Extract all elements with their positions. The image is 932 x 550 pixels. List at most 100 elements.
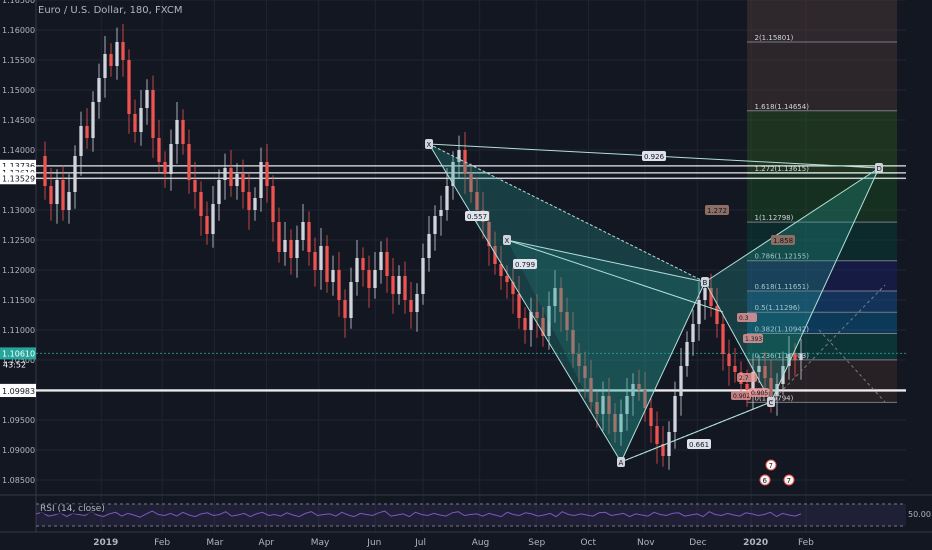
- candle-body: [565, 312, 569, 330]
- candle-body: [685, 342, 689, 366]
- time-tick-label: Feb: [154, 538, 170, 548]
- ratio-label: 1.272: [707, 207, 727, 215]
- chart-title: Euro / U.S. Dollar, 180, FXCM: [38, 5, 183, 16]
- fib-level-label: 1.618(1.14654): [755, 103, 810, 111]
- candle-body: [367, 270, 371, 288]
- time-tick-label: Dec: [689, 538, 706, 548]
- price-tick-label: 1.09500: [2, 416, 35, 425]
- candle-body: [673, 396, 677, 432]
- candle-body: [181, 120, 185, 144]
- candle-body: [763, 366, 767, 378]
- mini-ratio-label: 0.902: [733, 393, 750, 400]
- time-tick-label: Jun: [366, 538, 381, 548]
- pattern-triangle-xab: [429, 144, 705, 462]
- candle-body: [631, 384, 635, 396]
- fib-level-label: 1.272(1.13615): [755, 165, 810, 173]
- mini-ratio-label: 0.905: [751, 390, 768, 397]
- candle-body: [757, 366, 761, 372]
- candle-body: [157, 138, 161, 162]
- event-marker: [783, 474, 795, 486]
- candle-body: [715, 306, 719, 324]
- ratio-badge: [642, 151, 666, 161]
- candle-body: [493, 246, 497, 264]
- candle-body: [223, 168, 227, 180]
- ratio-badge: [465, 211, 489, 221]
- fib-zone: [747, 260, 897, 291]
- ratio-label: 0.661: [689, 441, 709, 449]
- ratio-badge: [513, 259, 537, 269]
- candle-body: [55, 180, 59, 204]
- candle-body: [85, 126, 89, 138]
- price-tick-label: 1.16000: [2, 26, 35, 35]
- candle-body: [331, 270, 335, 282]
- candle-body: [187, 144, 191, 180]
- candle-body: [409, 300, 413, 312]
- candle-body: [727, 354, 731, 366]
- pattern-triangle-bcd: [705, 168, 879, 402]
- ratio-label: 0.557: [467, 213, 487, 221]
- candle-body: [559, 288, 563, 312]
- candle-body: [397, 276, 401, 294]
- candle-body: [91, 102, 95, 138]
- candle-body: [547, 306, 551, 336]
- candle-body: [679, 366, 683, 396]
- candle-body: [229, 168, 233, 186]
- candle-body: [403, 276, 407, 300]
- fib-zone: [747, 110, 897, 174]
- candle-body: [115, 42, 119, 66]
- candle-body: [67, 192, 71, 210]
- candle-body: [589, 378, 593, 402]
- fib-level-label: 0.382(1.10942): [755, 325, 810, 333]
- candle-body: [439, 210, 443, 216]
- candle-body: [175, 120, 179, 144]
- candle-body: [607, 396, 611, 414]
- candle-body: [745, 384, 749, 390]
- candle-body: [379, 252, 383, 270]
- fib-zone: [747, 333, 897, 360]
- candle-body: [211, 204, 215, 234]
- candle-body: [703, 288, 707, 300]
- candle-body: [337, 270, 341, 300]
- pattern-point-badge: [701, 277, 709, 287]
- candle-body: [511, 282, 515, 294]
- candle-body: [283, 240, 287, 252]
- candle-body: [145, 90, 149, 108]
- pattern-leg-m: [506, 239, 724, 313]
- candle-body: [625, 396, 629, 414]
- price-tag-bg: [0, 347, 36, 360]
- candle-body: [313, 252, 317, 270]
- time-tick-label: Jul: [414, 538, 426, 548]
- fib-level-label: 0.236(1.10503): [755, 352, 810, 360]
- pattern-triangle-mab: [507, 240, 705, 462]
- price-tag-label: 1.13529: [2, 174, 35, 183]
- candle-body: [457, 150, 461, 162]
- price-tag-bg: [0, 385, 36, 398]
- pattern-point-label: B: [703, 279, 708, 287]
- candle-body: [355, 258, 359, 282]
- price-tick-label: 1.09000: [2, 446, 35, 455]
- candle-body: [691, 324, 695, 342]
- pattern-point-label: D: [877, 165, 882, 173]
- time-tick-label: Sep: [528, 538, 545, 548]
- candle-body: [799, 353, 803, 360]
- pattern-point-badge: [425, 139, 433, 149]
- candle-body: [97, 78, 101, 102]
- price-tag-label: 1.13736: [2, 162, 35, 171]
- candle-body: [487, 222, 491, 246]
- candle-body: [721, 324, 725, 354]
- candle-body: [469, 174, 473, 192]
- candle-body: [151, 90, 155, 138]
- candle-body: [259, 162, 263, 198]
- candle-body: [307, 222, 311, 252]
- candle-body: [133, 114, 137, 132]
- pattern-leg-ca: [620, 401, 772, 463]
- candle-body: [277, 222, 281, 252]
- candle-body: [415, 294, 419, 312]
- candle-body: [325, 246, 329, 282]
- rsi-title: RSI (14, close): [40, 504, 105, 514]
- price-tick-label: 1.13000: [2, 206, 35, 215]
- candle-body: [451, 162, 455, 186]
- price-tick-label: 1.08500: [2, 476, 35, 485]
- event-marker: [759, 474, 771, 486]
